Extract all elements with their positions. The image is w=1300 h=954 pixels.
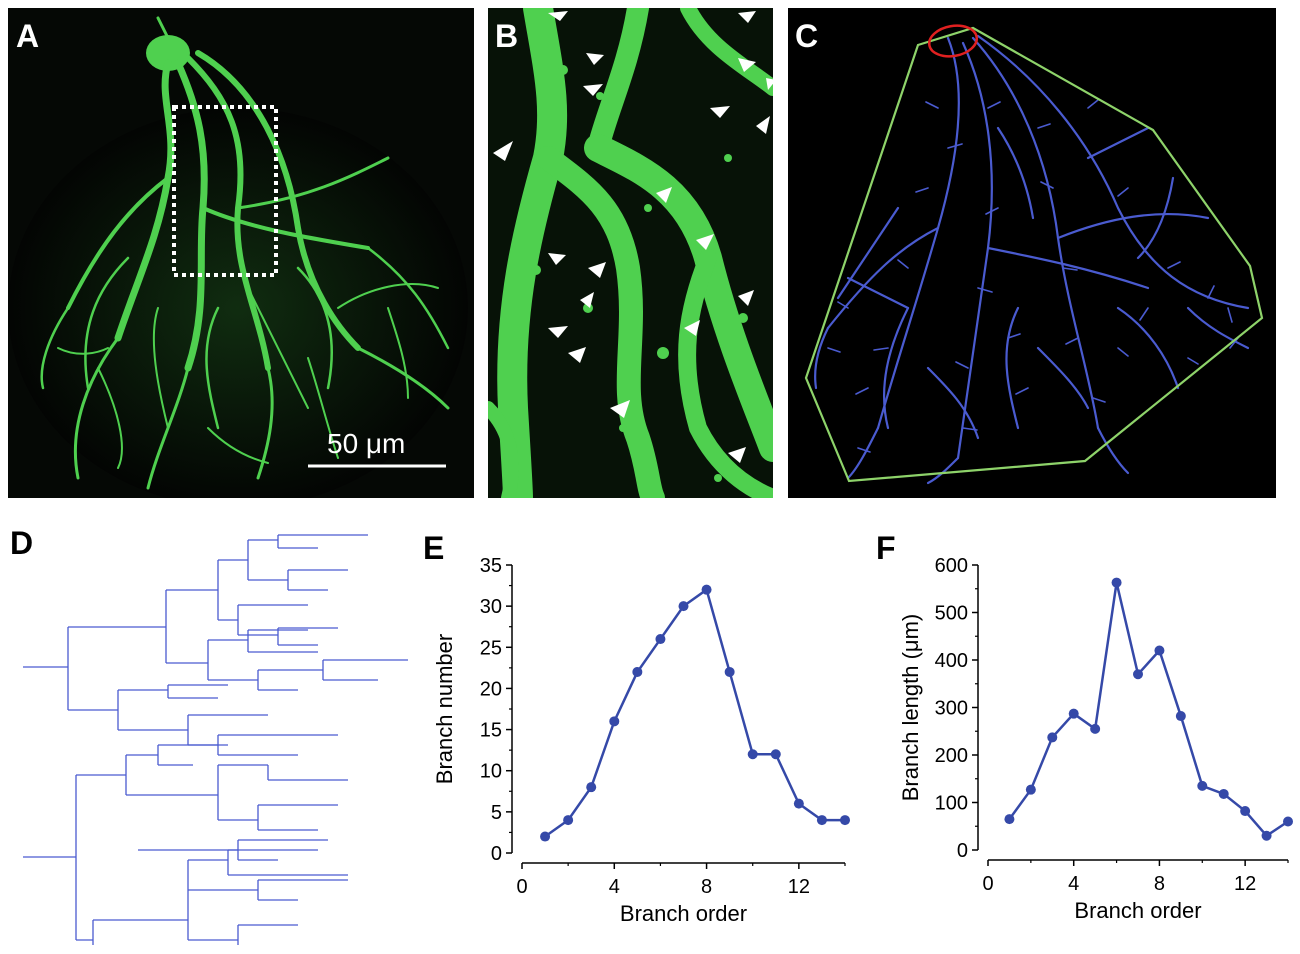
data-point <box>1175 711 1186 722</box>
y-tick-label: 30 <box>480 596 502 618</box>
branch-dendrogram <box>23 534 408 945</box>
y-axis-label: Branch length (μm) <box>898 614 923 802</box>
x-axis-label: Branch order <box>1074 898 1201 923</box>
data-point <box>1133 669 1143 680</box>
data-point <box>609 716 620 727</box>
y-tick-label: 0 <box>957 840 968 862</box>
y-tick-label: 10 <box>480 761 502 783</box>
panel-c-reconstruction <box>788 8 1276 498</box>
data-point <box>816 815 827 826</box>
x-tick-label: 4 <box>609 876 620 898</box>
scale-bar-label: 50 μm <box>327 428 406 459</box>
x-tick-label: 4 <box>1068 873 1079 895</box>
x-tick-label: 0 <box>516 876 527 898</box>
data-point <box>1283 816 1293 827</box>
y-tick-label: 500 <box>935 603 968 625</box>
y-tick-label: 0 <box>491 843 502 865</box>
panel-b-micrograph <box>488 8 773 498</box>
y-tick-label: 200 <box>935 745 968 767</box>
data-point <box>1261 830 1272 841</box>
data-point <box>1197 780 1208 791</box>
data-point <box>632 666 643 677</box>
y-tick-label: 15 <box>480 720 502 742</box>
data-point <box>1068 708 1079 719</box>
panel-f-label: F <box>876 530 896 566</box>
panel-b-label: B <box>495 18 519 54</box>
x-tick-label: 12 <box>788 876 810 898</box>
neuron-image-b <box>488 8 773 498</box>
x-tick-label: 12 <box>1234 873 1256 895</box>
x-tick-label: 8 <box>701 876 712 898</box>
data-point <box>678 601 689 612</box>
y-tick-label: 20 <box>480 678 502 700</box>
series-line <box>544 587 845 838</box>
branch-length-chart: 0 100 200 300 400 500 600 0 4 8 12 Branch order Bran… <box>898 555 1293 923</box>
data-point <box>586 782 597 793</box>
y-tick-label: 35 <box>480 555 502 577</box>
zoom-region-box <box>172 105 278 277</box>
data-point <box>1090 723 1101 734</box>
data-point <box>540 831 551 842</box>
arrowhead-markers <box>493 11 773 463</box>
x-tick-label: 0 <box>982 873 993 895</box>
series-line <box>1008 582 1289 838</box>
panel-a-label: A <box>16 18 40 54</box>
x-tick-label: 8 <box>1154 873 1165 895</box>
data-point <box>701 584 712 595</box>
data-point <box>1004 814 1015 825</box>
data-point <box>724 666 735 677</box>
panel-e-label: E <box>423 530 445 566</box>
data-point <box>1240 806 1251 817</box>
y-tick-label: 100 <box>935 793 968 815</box>
panel-a-micrograph <box>8 8 474 498</box>
data-point <box>655 634 666 645</box>
y-tick-label: 400 <box>935 650 968 672</box>
neuron-trace-c <box>788 8 1276 498</box>
data-point <box>840 815 850 826</box>
y-tick-label: 300 <box>935 698 968 720</box>
convex-hull-outline <box>804 26 1264 483</box>
data-point <box>793 798 804 809</box>
data-point <box>563 815 574 826</box>
data-point <box>1111 577 1122 588</box>
panel-c-label: C <box>795 18 819 54</box>
data-point <box>1047 732 1058 743</box>
data-point <box>1218 788 1229 799</box>
y-tick-label: 600 <box>935 555 968 577</box>
data-point <box>770 749 781 760</box>
data-point <box>1025 784 1036 795</box>
panel-d-label: D <box>10 525 34 561</box>
soma-marker-circle <box>927 24 979 58</box>
y-tick-label: 5 <box>491 802 502 824</box>
data-point <box>1154 645 1165 656</box>
neuron-image-a <box>8 8 474 498</box>
x-axis-label: Branch order <box>620 901 747 926</box>
data-point <box>747 749 758 760</box>
branch-number-chart: 0 5 10 15 20 25 30 35 0 4 8 12 Branch order Branch nu… <box>432 555 850 926</box>
y-axis-label: Branch number <box>432 634 457 784</box>
y-tick-label: 25 <box>480 637 502 659</box>
